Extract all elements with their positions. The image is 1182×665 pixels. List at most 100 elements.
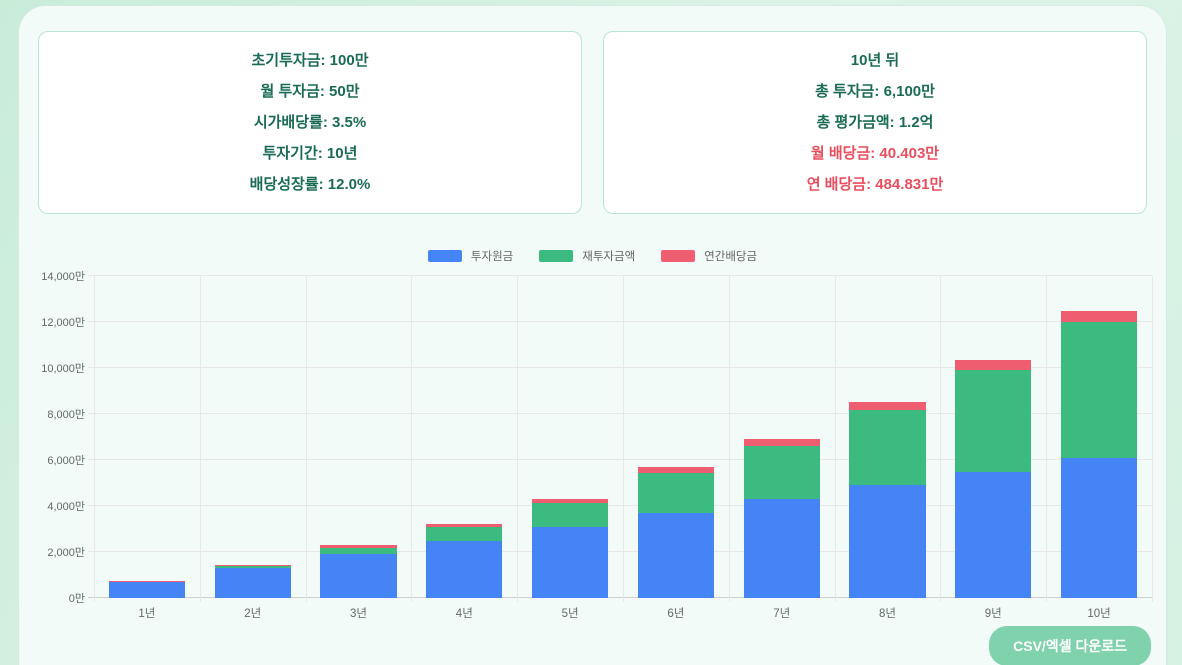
y-axis-label: 4,000만: [47, 501, 85, 513]
annual-dividend-line: 연 배당금: 484.831만: [806, 176, 944, 193]
bar-segment-annual-dividend: [743, 438, 820, 447]
bar-segment-annual-dividend: [426, 523, 503, 527]
bar-segment-annual-dividend: [637, 467, 714, 474]
csv-download-button[interactable]: CSV/엑셀 다운로드: [989, 626, 1151, 665]
x-axis-label: 3년: [350, 608, 367, 620]
plot-area: 0만 2,000만 4,000만 6,000만 8,000만 10,000만 12,000만…: [41, 271, 1153, 605]
gridline: [305, 276, 307, 602]
gridline: [88, 367, 1152, 368]
bar-segment-principal: [532, 526, 609, 598]
y-axis-label: 2,000만: [47, 547, 85, 559]
y-axis-label: 0만: [68, 593, 85, 605]
legend-swatch: [661, 250, 696, 262]
initial-investment-line: 초기투자금: 100만: [251, 52, 369, 69]
gridline: [411, 276, 413, 602]
dividend-growth-line: 배당성장률: 12.0%: [249, 176, 371, 193]
bar-segment-reinvested: [214, 565, 291, 569]
x-axis-label: 7년: [773, 608, 791, 620]
content-panel: 초기투자금: 100만 월 투자금: 50만 시가배당률: 3.5% 투자기간:…: [18, 5, 1167, 665]
gridline: [88, 321, 1152, 322]
dividend-yield-line: 시가배당률: 3.5%: [253, 114, 367, 131]
result-title: 10년 뒤: [850, 52, 900, 69]
bar-segment-reinvested: [743, 446, 820, 500]
gridline: [88, 597, 1152, 598]
gridline: [834, 276, 836, 602]
bar-segment-annual-dividend: [955, 359, 1032, 370]
bar-segment-annual-dividend: [214, 564, 291, 566]
y-axis-label: 12,000만: [41, 317, 85, 329]
x-axis-label: 5년: [561, 608, 579, 620]
bar-column: [200, 276, 306, 598]
bar-segment-annual-dividend: [320, 545, 397, 548]
gridline: [623, 276, 624, 602]
x-axis-label: 10년: [1087, 608, 1111, 620]
y-axis-label: 6,000만: [47, 455, 85, 467]
x-axis-label: 6년: [667, 608, 685, 620]
investment-period-line: 투자기간: 10년: [262, 145, 358, 162]
bar-segment-reinvested: [426, 526, 503, 541]
bar-segment-principal: [108, 581, 185, 598]
x-axis-label: 1년: [138, 608, 156, 620]
bar-segment-principal: [426, 540, 503, 598]
gridline: [940, 276, 942, 602]
legend-item-reinvested[interactable]: 재투자금액: [539, 248, 635, 264]
gridline: [1046, 276, 1048, 602]
x-axis-label: 9년: [984, 608, 1002, 620]
bar-column: [411, 276, 517, 598]
summary-card-input: 초기투자금: 100만 월 투자금: 50만 시가배당률: 3.5% 투자기간:…: [38, 31, 582, 214]
chart-legend: 투자원금 재투자금액 연간배당금: [19, 248, 1166, 264]
monthly-dividend-line: 월 배당금: 40.403만: [810, 145, 940, 162]
bar-column: [940, 276, 1046, 598]
gridline: [88, 551, 1152, 552]
total-investment-line: 총 투자금: 6,100만: [815, 83, 935, 100]
gridline: [199, 276, 201, 602]
legend-label: 투자원금: [470, 251, 514, 263]
x-axis-label: 4년: [455, 608, 473, 620]
page-background: { "summary_left": { "lines": [ "초기투자금: 1…: [0, 5, 1182, 665]
bar-segment-reinvested: [320, 547, 397, 555]
summary-card-result: 10년 뒤 총 투자금: 6,100만 총 평가금액: 1.2억 월 배당금: …: [603, 31, 1147, 214]
legend-item-principal[interactable]: 투자원금: [427, 248, 514, 264]
legend-swatch: [539, 250, 574, 262]
bar-column: [1046, 276, 1152, 598]
bar-segment-annual-dividend: [1061, 310, 1138, 323]
gridline: [88, 459, 1152, 460]
bar-segment-reinvested: [955, 369, 1032, 472]
gridline: [728, 276, 730, 602]
bar-segment-reinvested: [637, 473, 714, 513]
total-value-line: 총 평가금액: 1.2억: [816, 114, 934, 131]
x-axis-label: 2년: [244, 608, 262, 620]
bar-column: [517, 276, 623, 598]
bar-segment-principal: [849, 485, 926, 598]
gridline: [94, 276, 95, 602]
bar-segment-principal: [743, 499, 820, 598]
y-axis-label: 14,000만: [41, 271, 85, 283]
gridline: [1152, 276, 1153, 602]
bar-segment-reinvested: [849, 410, 926, 486]
bar-column: [623, 276, 729, 598]
bar-column: [729, 276, 835, 598]
gridline: [88, 275, 1152, 276]
monthly-investment-line: 월 투자금: 50만: [260, 83, 360, 100]
summary-cards-row: 초기투자금: 100만 월 투자금: 50만 시가배당률: 3.5% 투자기간:…: [19, 6, 1166, 214]
bar-segment-annual-dividend: [849, 402, 926, 411]
bar-column: [306, 276, 412, 598]
legend-swatch: [427, 250, 462, 262]
bar-segment-reinvested: [1061, 322, 1138, 458]
bar-column: [94, 276, 200, 598]
bar-segment-reinvested: [532, 502, 609, 527]
gridline: [517, 276, 519, 602]
legend-item-annual-dividend[interactable]: 연간배당금: [661, 248, 757, 264]
dividend-growth-chart: 투자원금 재투자금액 연간배당금 0만 2,000만 4,000만 6,000만 8,000…: [19, 248, 1166, 621]
bar-segment-principal: [637, 512, 714, 598]
bar-segment-principal: [955, 471, 1032, 598]
bar-segment-annual-dividend: [532, 498, 609, 503]
bar-column: [835, 276, 941, 598]
gridline: [88, 413, 1152, 414]
bar-segment-principal: [1061, 457, 1138, 598]
legend-label: 재투자금액: [582, 251, 636, 263]
y-axis-label: 8,000만: [47, 409, 85, 421]
legend-label: 연간배당금: [704, 251, 758, 263]
x-axis-label: 8년: [878, 608, 896, 620]
y-axis-label: 10,000만: [41, 363, 85, 375]
